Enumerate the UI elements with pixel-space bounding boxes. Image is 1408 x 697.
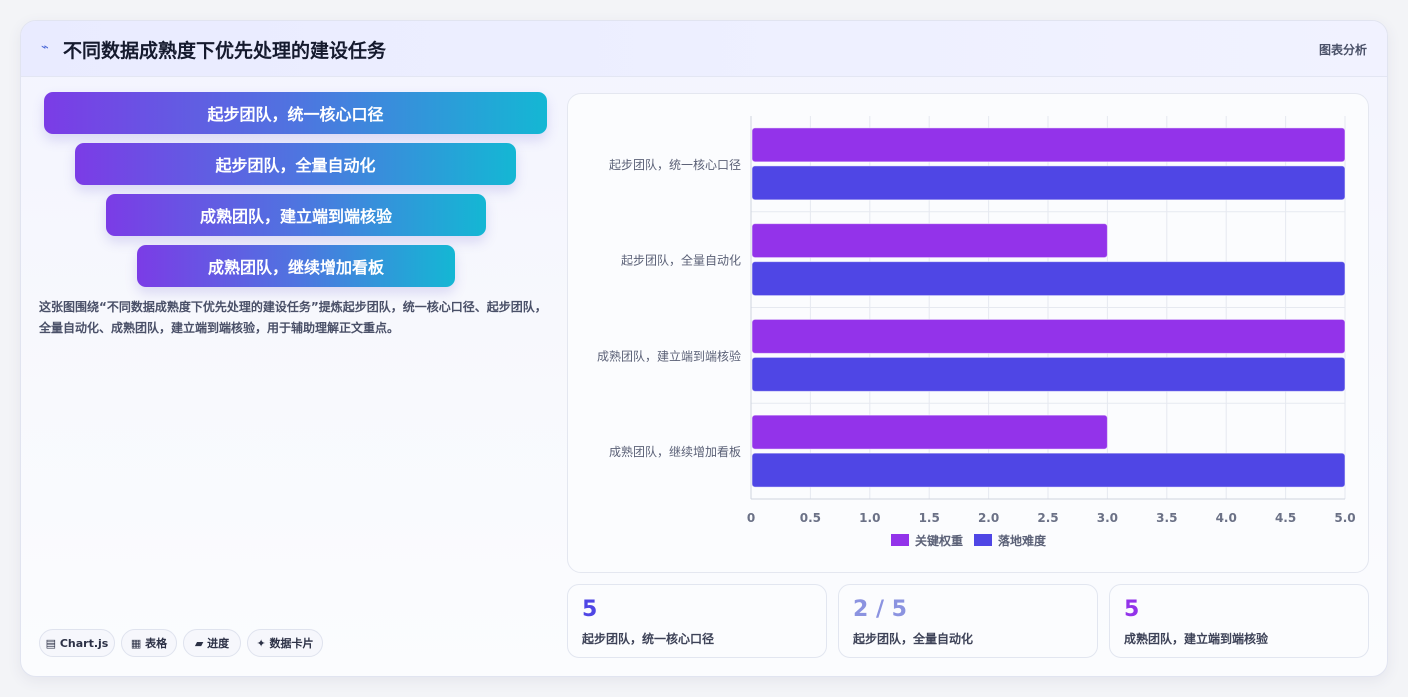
y-category-label: 成熟团队，继续增加看板 [609, 444, 741, 459]
stat-card-1: 5 起步团队，统一核心口径 [567, 584, 827, 658]
legend-swatch [891, 534, 909, 546]
x-tick-label: 4.0 [1216, 511, 1237, 525]
funnel-step-2: 起步团队，全量自动化 [75, 143, 516, 185]
stat-label: 成熟团队，建立端到端核验 [1124, 632, 1269, 646]
stat-label: 起步团队，统一核心口径 [582, 632, 715, 646]
bar-weight [751, 318, 1346, 354]
pulse-icon: ⌁ [41, 40, 49, 55]
bar-chart: 0 0.5 1.0 1.5 2.0 2.5 3.0 3.5 4.0 4.5 5.0 起步团队，统一核心… [597, 116, 1356, 548]
x-tick-label: 0.5 [800, 511, 821, 525]
x-tick-label: 3.5 [1156, 511, 1177, 525]
stat-card-3: 5 成熟团队，建立端到端核验 [1109, 584, 1369, 658]
y-category-label: 起步团队，全量自动化 [621, 253, 741, 268]
x-tick-label: 2.5 [1037, 511, 1058, 525]
table-chip[interactable]: ▦ 表格 [121, 629, 177, 657]
bar-chart-panel: 0 0.5 1.0 1.5 2.0 2.5 3.0 3.5 4.0 4.5 5.0 起步团队，统一核心… [567, 93, 1369, 573]
x-tick-label: 0 [747, 511, 755, 525]
bar-difficulty [751, 452, 1346, 488]
data-card-chip[interactable]: ✦ 数据卡片 [247, 629, 323, 657]
chartjs-chip[interactable]: ▤ Chart.js [39, 629, 115, 657]
x-tick-label: 5.0 [1334, 511, 1355, 525]
stat-value: 5 [582, 597, 598, 622]
y-category-label: 起步团队，统一核心口径 [609, 157, 741, 172]
x-tick-label: 3.0 [1097, 511, 1118, 525]
stat-value: 2 / 5 [853, 597, 907, 622]
funnel-step-4: 成熟团队，继续增加看板 [137, 245, 455, 287]
x-tick-label: 1.0 [859, 511, 880, 525]
funnel-step-3: 成熟团队，建立端到端核验 [106, 194, 486, 236]
page-title: 不同数据成熟度下优先处理的建设任务 [63, 40, 387, 62]
x-tick-label: 2.0 [978, 511, 999, 525]
chart-analysis-tag[interactable]: 图表分析 [1318, 43, 1367, 57]
progress-chip[interactable]: ▰ 进度 [183, 629, 241, 657]
stat-card-2: 2 / 5 起步团队，全量自动化 [838, 584, 1098, 658]
stat-label: 起步团队，全量自动化 [853, 632, 974, 646]
x-tick-label: 1.5 [919, 511, 940, 525]
x-tick-label: 4.5 [1275, 511, 1296, 525]
chart-description: 这张图围绕“不同数据成熟度下优先处理的建设任务”提炼起步团队，统一核心口径、起步… [39, 300, 547, 335]
legend-swatch [974, 534, 992, 546]
y-category-label: 成熟团队，建立端到端核验 [597, 348, 741, 363]
bar-weight [751, 414, 1108, 450]
bar-weight [751, 223, 1108, 259]
bar-difficulty [751, 165, 1346, 201]
card-header: ⌁ 不同数据成熟度下优先处理的建设任务 图表分析 [21, 21, 1387, 77]
stat-value: 5 [1124, 597, 1140, 622]
bar-weight [751, 127, 1346, 163]
bar-difficulty [751, 356, 1346, 392]
funnel-step-1: 起步团队，统一核心口径 [44, 92, 547, 134]
bar-difficulty [751, 261, 1346, 297]
legend-label: 落地难度 [998, 533, 1047, 548]
chart-card: ⌁ 不同数据成熟度下优先处理的建设任务 图表分析 起步团队，统一核心口径 起步团… [20, 20, 1388, 677]
legend-label: 关键权重 [915, 533, 963, 548]
